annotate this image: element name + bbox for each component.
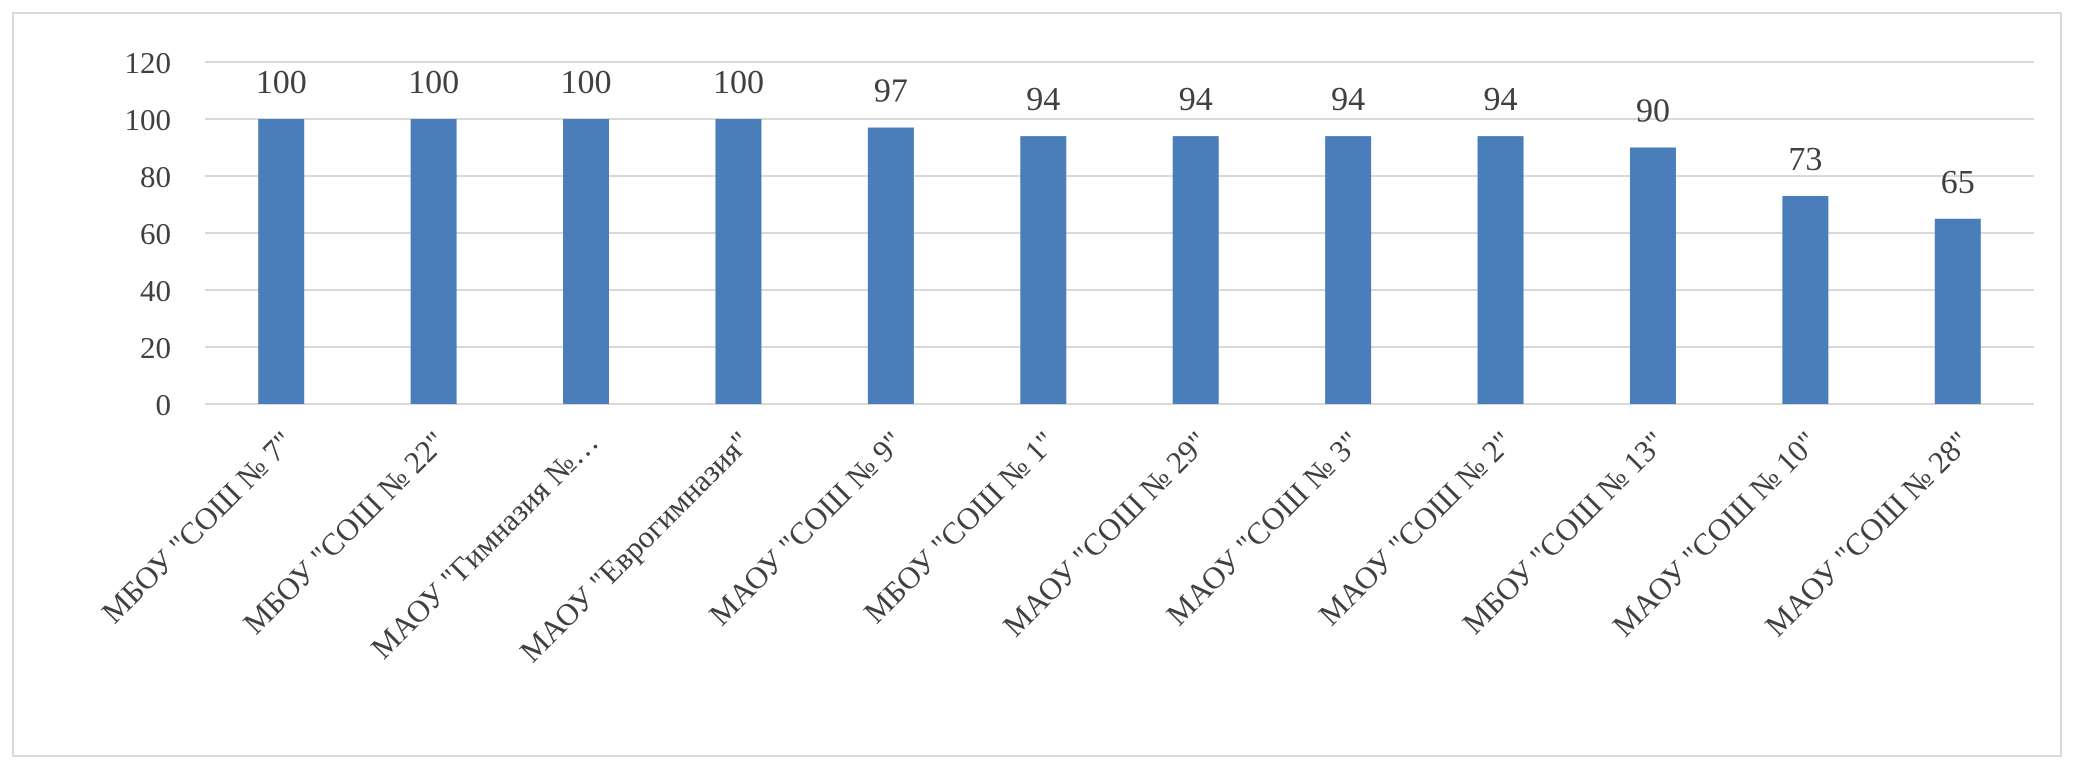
bar <box>1020 136 1067 404</box>
data-label: 94 <box>1179 81 1213 118</box>
y-tick-label: 100 <box>125 102 172 137</box>
bar <box>1325 136 1372 404</box>
data-label: 73 <box>1788 141 1822 178</box>
y-tick-label: 120 <box>125 45 172 80</box>
x-axis-category-labels: МБОУ "СОШ № 7"МБОУ "СОШ № 22"МАОУ "Гимна… <box>95 424 1977 669</box>
y-tick-label: 20 <box>140 330 171 365</box>
y-tick-label: 60 <box>140 216 171 251</box>
bar <box>1629 147 1676 404</box>
y-tick-label: 80 <box>140 159 171 194</box>
data-label: 100 <box>256 64 307 101</box>
bar <box>1782 195 1829 404</box>
bar <box>715 119 762 404</box>
bar <box>258 119 305 404</box>
bar <box>1934 218 1981 404</box>
data-label: 100 <box>713 64 764 101</box>
bar-chart: 0 20 40 60 80 100 120 100 100 100 100 97 94 94 94 94 90… <box>95 45 2034 669</box>
bar <box>563 119 610 404</box>
data-label: 94 <box>1331 81 1365 118</box>
data-label: 65 <box>1941 164 1975 201</box>
y-tick-label: 0 <box>156 387 172 422</box>
bar <box>410 119 457 404</box>
data-labels: 100 100 100 100 97 94 94 94 94 90 73 65 <box>256 64 1975 201</box>
data-label: 97 <box>874 73 908 110</box>
data-label: 100 <box>561 64 612 101</box>
bar <box>1172 136 1219 404</box>
data-label: 94 <box>1484 81 1518 118</box>
y-axis-ticks: 0 20 40 60 80 100 120 <box>125 45 172 422</box>
bar <box>867 127 914 405</box>
data-label: 100 <box>408 64 459 101</box>
data-label: 90 <box>1636 93 1670 130</box>
chart-frame: 0 20 40 60 80 100 120 100 100 100 100 97 94 94 94 94 90… <box>12 12 2062 757</box>
bar <box>1477 136 1524 404</box>
data-label: 94 <box>1026 81 1060 118</box>
y-tick-label: 40 <box>140 273 171 308</box>
bars <box>258 119 1981 405</box>
gridlines <box>205 61 2034 405</box>
